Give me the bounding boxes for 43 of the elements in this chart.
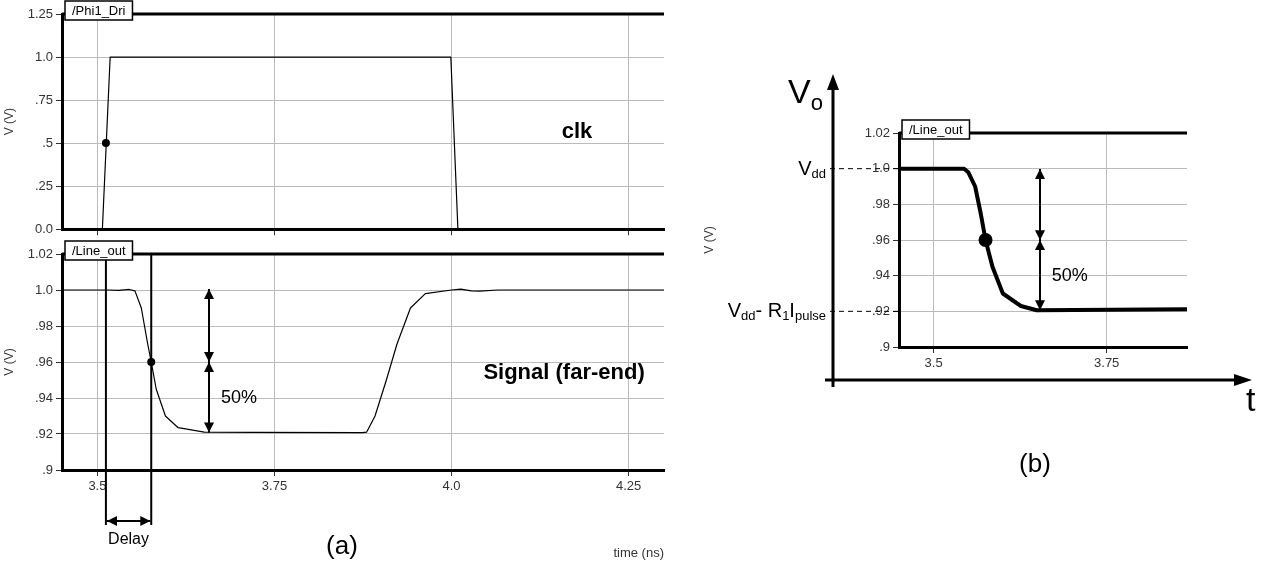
y-tick-label: 0.0 — [34, 220, 53, 236]
y-tick-label: .96 — [34, 353, 53, 369]
y-tick-label: .94 — [871, 267, 890, 283]
y-tick-label: 1.0 — [34, 48, 53, 64]
y-tick-label: 1.0 — [871, 160, 890, 176]
ref-line-label: V$_{dd}$ — [798, 156, 826, 182]
chart-title: /Phi1_Dri — [72, 2, 126, 18]
y-tick-label: .75 — [34, 91, 53, 107]
text: clk — [561, 118, 594, 144]
y-tick-label: 1.02 — [27, 245, 53, 261]
y-tick-label: .96 — [871, 231, 890, 247]
y-tick-label: .94 — [34, 389, 53, 405]
y-tick-label: .25 — [34, 177, 53, 193]
y-tick-label: .98 — [34, 317, 53, 333]
text: Signal (far-end) — [483, 358, 645, 384]
y-tick-label: .92 — [34, 425, 53, 441]
text: (a) — [326, 530, 358, 560]
x-tick-label: 3.75 — [1094, 355, 1120, 371]
y-tick-label: .9 — [879, 338, 890, 354]
chart-title: /Line_out — [72, 242, 126, 258]
x-tick-label: 3.5 — [924, 355, 943, 371]
ref-line-label: V$_{dd}$- R$_{1}$I$_{pulse}$ — [727, 298, 826, 324]
y-tick-label: 1.0 — [34, 281, 53, 297]
x-tick-label: 4.0 — [442, 478, 461, 494]
y-axis-title: V (V) — [701, 226, 716, 254]
text: t — [1246, 380, 1256, 418]
x-axis-title: time (ns) — [613, 544, 664, 560]
annotation: 50% — [220, 387, 257, 408]
x-tick-label: 3.75 — [261, 478, 288, 494]
chart-title: /Line_out — [909, 121, 963, 137]
y-axis-title: V (V) — [1, 107, 16, 136]
text: (b) — [1019, 448, 1051, 478]
y-tick-label: .98 — [871, 195, 890, 211]
text: V$_{o}$ — [788, 72, 823, 115]
y-tick-label: .9 — [42, 461, 53, 477]
y-tick-label: .92 — [871, 302, 890, 318]
y-tick-label: 1.02 — [864, 124, 890, 140]
y-axis-title: V (V) — [1, 348, 16, 376]
x-tick-label: 4.25 — [615, 478, 642, 494]
y-tick-label: .5 — [42, 134, 53, 150]
annotation: 50% — [1051, 265, 1088, 286]
text: Delay — [108, 530, 150, 547]
y-tick-label: 1.25 — [27, 5, 53, 21]
